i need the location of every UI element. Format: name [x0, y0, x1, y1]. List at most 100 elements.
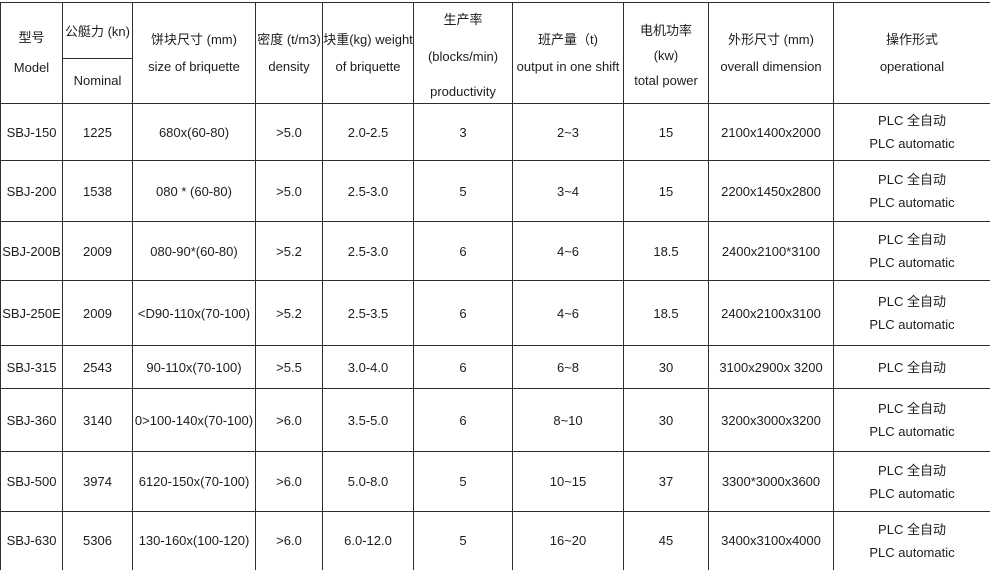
col-header-output-en: output in one shift — [516, 59, 620, 74]
productivity-cell: 6 — [413, 345, 513, 389]
col-header-power-en: total power — [634, 72, 698, 88]
density-cell: >5.0 — [255, 160, 323, 222]
model-cell: SBJ-250E — [0, 280, 63, 346]
dimension-cell: 2100x1400x2000 — [708, 103, 834, 161]
dimension-cell: 2400x2100*3100 — [708, 221, 834, 281]
operation-cell: PLC 全自动 PLC automatic — [833, 160, 990, 222]
output-cell: 4~6 — [512, 221, 624, 281]
weight-cell: 3.5-5.0 — [322, 388, 414, 452]
model-cell: SBJ-500 — [0, 451, 63, 512]
weight-cell: 3.0-4.0 — [322, 345, 414, 389]
model-cell: SBJ-315 — [0, 345, 63, 389]
density-cell: >6.0 — [255, 388, 323, 452]
weight-cell: 2.0-2.5 — [322, 103, 414, 161]
model-cell: SBJ-150 — [0, 103, 63, 161]
spec-row-sbj-500: SBJ-500 3974 6120-150x(70-100) >6.0 5.0-… — [0, 451, 990, 512]
nominal-cell: 2009 — [62, 221, 133, 281]
dimension-cell: 3300*3000x3600 — [708, 451, 834, 512]
size-cell: 130-160x(100-120) — [132, 511, 256, 570]
operation-line-en: PLC automatic — [869, 317, 955, 332]
nominal-cell: 5306 — [62, 511, 133, 570]
col-header-power-zh: 电机功率 — [639, 22, 692, 38]
nominal-cell: 1225 — [62, 103, 133, 161]
size-cell: 0>100-140x(70-100) — [132, 388, 256, 452]
dimension-cell: 3200x3000x3200 — [708, 388, 834, 452]
density-cell: >6.0 — [255, 511, 323, 570]
col-header-output-zh: 班产量（t) — [538, 32, 598, 47]
productivity-cell: 6 — [413, 280, 513, 346]
col-header-operation: 操作形式 operational — [833, 2, 990, 104]
header-row: 型号 Model 公艇力 (kn) Nominal 饼块尺寸 (mm) size… — [0, 2, 990, 104]
spec-row-sbj-250e: SBJ-250E 2009 <D90-110x(70-100) >5.2 2.5… — [0, 280, 990, 346]
col-header-productivity-zh: 生产率 — [443, 12, 483, 27]
col-header-density-zh: 密度 (t/m3) — [257, 32, 321, 47]
col-header-productivity-en: productivity — [430, 84, 496, 99]
col-header-nominal-en: Nominal — [73, 72, 122, 88]
col-header-dimension-zh: 外形尺寸 (mm) — [728, 32, 814, 47]
operation-cell: PLC 全自动 PLC automatic — [833, 280, 990, 346]
col-header-productivity: 生产率 (blocks/min) productivity — [413, 2, 513, 104]
productivity-cell: 5 — [413, 451, 513, 512]
nominal-cell: 1538 — [62, 160, 133, 222]
operation-line-zh: PLC 全自动 — [878, 294, 946, 309]
model-cell: SBJ-630 — [0, 511, 63, 570]
dimension-cell: 3100x2900x 3200 — [708, 345, 834, 389]
operation-cell: PLC 全自动 PLC automatic — [833, 451, 990, 512]
col-header-nominal-force: 公艇力 (kn) Nominal — [62, 2, 133, 104]
size-cell: 080 * (60-80) — [132, 160, 256, 222]
col-header-model-zh: 型号 — [18, 30, 45, 45]
power-cell: 30 — [623, 388, 709, 452]
weight-cell: 5.0-8.0 — [322, 451, 414, 512]
power-cell: 15 — [623, 160, 709, 222]
col-header-briquette-size: 饼块尺寸 (mm) size of briquette — [132, 2, 256, 104]
operation-line-en: PLC automatic — [869, 485, 955, 501]
model-cell: SBJ-200 — [0, 160, 63, 222]
power-cell: 18.5 — [623, 221, 709, 281]
spec-row-sbj-315: SBJ-315 2543 90-110x(70-100) >5.5 3.0-4.… — [0, 345, 990, 389]
density-cell: >6.0 — [255, 451, 323, 512]
operation-cell: PLC 全自动 — [833, 345, 990, 389]
output-cell: 8~10 — [512, 388, 624, 452]
operation-line-en: PLC automatic — [869, 424, 955, 439]
col-header-size-zh: 饼块尺寸 (mm) — [151, 32, 237, 47]
size-cell: <D90-110x(70-100) — [132, 280, 256, 346]
col-header-model: 型号 Model — [0, 2, 63, 104]
col-header-weight-en: of briquette — [335, 59, 401, 74]
spec-row-sbj-200b: SBJ-200B 2009 080-90*(60-80) >5.2 2.5-3.… — [0, 221, 990, 281]
operation-line-zh: PLC 全自动 — [878, 462, 946, 478]
col-header-briquette-weight: 块重(kg) weight of briquette — [322, 2, 414, 104]
weight-cell: 2.5-3.0 — [322, 221, 414, 281]
size-cell: 680x(60-80) — [132, 103, 256, 161]
nominal-cell: 2009 — [62, 280, 133, 346]
power-cell: 15 — [623, 103, 709, 161]
operation-line-zh: PLC 全自动 — [878, 232, 946, 247]
col-header-model-en: Model — [13, 60, 50, 75]
operation-line-en: PLC automatic — [869, 544, 955, 560]
power-cell: 30 — [623, 345, 709, 389]
output-cell: 3~4 — [512, 160, 624, 222]
col-header-overall-dimension: 外形尺寸 (mm) overall dimension — [708, 2, 834, 104]
spec-row-sbj-150: SBJ-150 1225 680x(60-80) >5.0 2.0-2.5 3 … — [0, 103, 990, 161]
productivity-cell: 5 — [413, 511, 513, 570]
output-cell: 16~20 — [512, 511, 624, 570]
operation-line-zh: PLC 全自动 — [878, 359, 946, 375]
col-header-motor-power: 电机功率 (kw) total power — [623, 2, 709, 104]
dimension-cell: 3400x3100x4000 — [708, 511, 834, 570]
col-header-size-en: size of briquette — [148, 59, 240, 74]
productivity-cell: 5 — [413, 160, 513, 222]
operation-cell: PLC 全自动 PLC automatic — [833, 221, 990, 281]
operation-cell: PLC 全自动 PLC automatic — [833, 103, 990, 161]
col-header-dimension-en: overall dimension — [720, 59, 822, 74]
col-header-productivity-unit: (blocks/min) — [427, 48, 499, 64]
model-cell: SBJ-360 — [0, 388, 63, 452]
dimension-cell: 2200x1450x2800 — [708, 160, 834, 222]
density-cell: >5.2 — [255, 280, 323, 346]
operation-cell: PLC 全自动 PLC automatic — [833, 388, 990, 452]
spec-row-sbj-630: SBJ-630 5306 130-160x(100-120) >6.0 6.0-… — [0, 511, 990, 570]
weight-cell: 6.0-12.0 — [322, 511, 414, 570]
operation-line-zh: PLC 全自动 — [878, 113, 946, 128]
col-header-weight-zh: 块重(kg) weight — [323, 32, 413, 47]
nominal-cell: 2543 — [62, 345, 133, 389]
output-cell: 2~3 — [512, 103, 624, 161]
